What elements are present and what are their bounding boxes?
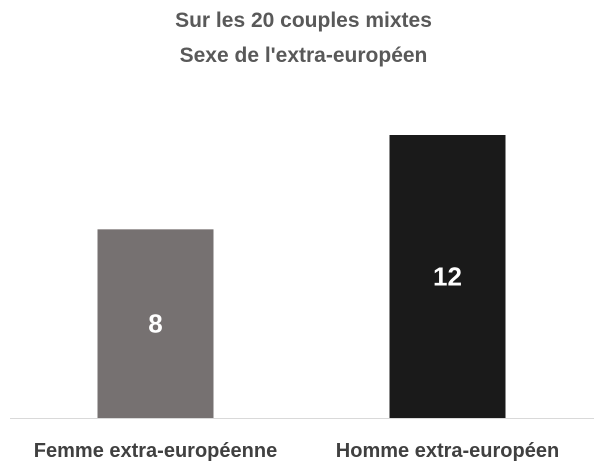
data-label-1: 8 — [148, 309, 162, 339]
category-label-2: Homme extra-européen — [336, 440, 559, 462]
category-label-1: Femme extra-européenne — [34, 440, 277, 462]
bar-1 — [97, 229, 214, 418]
data-label-2: 12 — [433, 262, 462, 292]
bar-2 — [389, 135, 506, 418]
chart-title-line-2: Sexe de l'extra-européen — [179, 44, 428, 67]
chart-title-line-1: Sur les 20 couples mixtes — [175, 9, 432, 32]
